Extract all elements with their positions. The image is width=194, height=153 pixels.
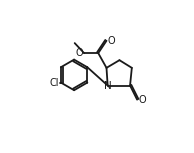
Text: O: O [76, 48, 84, 58]
Text: N: N [104, 80, 112, 91]
Text: Cl: Cl [50, 78, 59, 88]
Text: O: O [138, 95, 146, 105]
Text: O: O [108, 35, 115, 45]
